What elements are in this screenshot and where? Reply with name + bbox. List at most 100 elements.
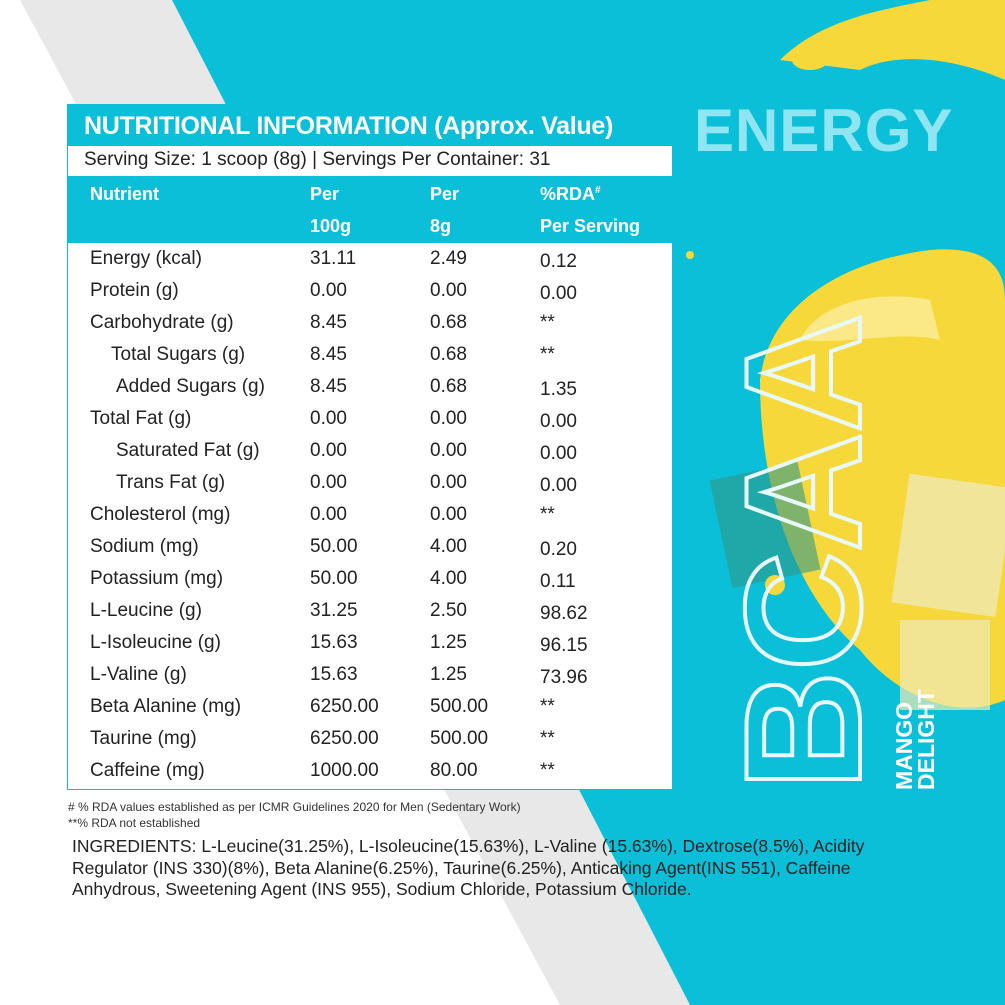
nutrient-name: Added Sugars (g) <box>116 376 265 397</box>
energy-tagline: ENERGY <box>694 97 954 164</box>
value-rda: ** <box>540 728 555 749</box>
value-per-100g: 0.00 <box>310 408 347 429</box>
value-per-8g: 80.00 <box>430 760 478 781</box>
value-per-8g: 1.25 <box>430 664 467 685</box>
value-per-8g: 0.00 <box>430 504 467 525</box>
value-rda: ** <box>540 344 555 365</box>
table-row: L-Isoleucine (g) 15.63 1.25 96.15 <box>68 632 672 664</box>
table-row: L-Leucine (g) 31.25 2.50 98.62 <box>68 600 672 632</box>
value-rda: ** <box>540 760 555 781</box>
table-row: Total Fat (g) 0.00 0.00 0.00 <box>68 408 672 440</box>
nutrient-name: Cholesterol (mg) <box>90 504 231 525</box>
value-per-100g: 1000.00 <box>310 760 379 781</box>
value-per-8g: 2.50 <box>430 600 467 621</box>
table-row: L-Valine (g) 15.63 1.25 73.96 <box>68 664 672 696</box>
value-per-8g: 2.49 <box>430 248 467 269</box>
value-rda: 98.62 <box>540 603 588 624</box>
value-rda: 0.00 <box>540 411 577 432</box>
value-per-8g: 500.00 <box>430 696 489 717</box>
value-per-8g: 0.00 <box>430 408 467 429</box>
table-row: Carbohydrate (g) 8.45 0.68 ** <box>68 312 672 344</box>
value-per-100g: 15.63 <box>310 664 358 685</box>
header-per8-line1: Per <box>430 184 460 204</box>
value-rda: 0.11 <box>540 571 576 592</box>
value-per-100g: 50.00 <box>310 536 358 557</box>
value-rda: ** <box>540 312 555 333</box>
value-rda: 1.35 <box>540 379 577 400</box>
nutrient-name: Energy (kcal) <box>90 248 202 269</box>
flavor-line-2: DELIGHT <box>913 689 939 790</box>
footnote-rda-source: # % RDA values established as per ICMR G… <box>68 800 521 814</box>
value-per-8g: 0.00 <box>430 280 467 301</box>
nutrient-name: Total Sugars (g) <box>111 344 246 365</box>
value-per-100g: 0.00 <box>310 280 347 301</box>
value-rda: ** <box>540 696 555 717</box>
nutrient-name: Potassium (mg) <box>90 568 224 589</box>
nutrient-name: Carbohydrate (g) <box>90 312 234 333</box>
nutrient-name: Protein (g) <box>90 280 179 301</box>
value-rda: 96.15 <box>540 635 588 656</box>
header-rda-mark: # <box>595 185 601 196</box>
mango-splash-illustration <box>686 0 1005 710</box>
value-rda: ** <box>540 504 555 525</box>
nutrient-name: L-Valine (g) <box>90 664 187 685</box>
value-per-100g: 6250.00 <box>310 696 379 717</box>
table-row: Cholesterol (mg) 0.00 0.00 ** <box>68 504 672 536</box>
table-row: Protein (g) 0.00 0.00 0.00 <box>68 280 672 312</box>
value-per-100g: 0.00 <box>310 504 347 525</box>
nutrient-name: Beta Alanine (mg) <box>90 696 242 717</box>
table-row: Added Sugars (g) 8.45 0.68 1.35 <box>68 376 672 408</box>
table-row: Beta Alanine (mg) 6250.00 500.00 ** <box>68 696 672 728</box>
nutrient-name: Caffeine (mg) <box>90 760 205 781</box>
nutrition-table: NUTRITIONAL INFORMATION (Approx. Value) … <box>67 104 673 790</box>
value-rda: 0.00 <box>540 475 577 496</box>
nutrient-name: Sodium (mg) <box>90 536 199 557</box>
value-per-100g: 8.45 <box>310 312 347 333</box>
value-per-8g: 4.00 <box>430 536 467 557</box>
value-per-100g: 31.11 <box>310 248 357 269</box>
table-row: Trans Fat (g) 0.00 0.00 0.00 <box>68 472 672 504</box>
value-per-8g: 0.68 <box>430 344 467 365</box>
value-rda: 73.96 <box>540 667 588 688</box>
nutrient-name: Taurine (mg) <box>90 728 197 749</box>
value-rda: 0.00 <box>540 443 577 464</box>
value-per-100g: 15.63 <box>310 632 358 653</box>
value-per-100g: 31.25 <box>310 600 358 621</box>
nutrient-name: L-Leucine (g) <box>90 600 202 621</box>
table-row: Caffeine (mg) 1000.00 80.00 ** <box>68 760 672 792</box>
bcaa-outline-logo: BCAA <box>711 313 895 790</box>
header-rda-line2: Per Serving <box>540 216 641 236</box>
value-per-8g: 0.00 <box>430 440 467 461</box>
table-row: Energy (kcal) 31.11 2.49 0.12 <box>68 248 672 280</box>
value-per-100g: 8.45 <box>310 376 347 397</box>
value-per-8g: 1.25 <box>430 632 467 653</box>
table-header: Nutrient Per 100g Per 8g %RDA# Per Servi… <box>68 176 672 243</box>
value-per-8g: 500.00 <box>430 728 489 749</box>
value-per-100g: 0.00 <box>310 472 347 493</box>
header-rda-line1: %RDA# <box>540 184 601 205</box>
serving-info: Serving Size: 1 scoop (8g) | Servings Pe… <box>84 149 551 170</box>
value-rda: 0.00 <box>540 283 577 304</box>
value-rda: 0.12 <box>540 251 577 272</box>
value-per-8g: 0.68 <box>430 312 467 333</box>
header-per8-line2: 8g <box>430 216 452 236</box>
table-row: Taurine (mg) 6250.00 500.00 ** <box>68 728 672 760</box>
table-row: Total Sugars (g) 8.45 0.68 ** <box>68 344 672 376</box>
nutrient-name: Saturated Fat (g) <box>116 440 260 461</box>
table-row: Saturated Fat (g) 0.00 0.00 0.00 <box>68 440 672 472</box>
value-per-100g: 6250.00 <box>310 728 379 749</box>
flavor-name: MANGO DELIGHT <box>891 689 939 790</box>
header-nutrient: Nutrient <box>90 184 159 204</box>
value-per-100g: 50.00 <box>310 568 358 589</box>
value-per-100g: 8.45 <box>310 344 347 365</box>
value-per-8g: 0.68 <box>430 376 467 397</box>
header-per100-line1: Per <box>310 184 340 204</box>
header-rda-label: %RDA <box>540 184 596 204</box>
nutrient-name: Total Fat (g) <box>90 408 192 429</box>
header-per100-line2: 100g <box>310 216 352 236</box>
ingredients-text: INGREDIENTS: L-Leucine(31.25%), L-Isoleu… <box>72 836 865 899</box>
nutrient-name: L-Isoleucine (g) <box>90 632 221 653</box>
value-rda: 0.20 <box>540 539 577 560</box>
value-per-8g: 4.00 <box>430 568 467 589</box>
flavor-line-1: MANGO <box>891 701 917 790</box>
